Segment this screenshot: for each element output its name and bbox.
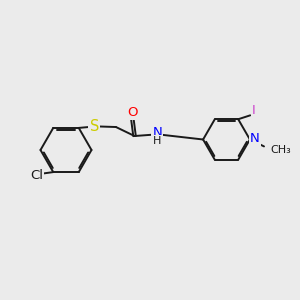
Text: N: N [250, 132, 260, 146]
Text: H: H [153, 136, 161, 146]
Text: Cl: Cl [30, 169, 43, 182]
Text: I: I [252, 104, 256, 117]
Text: N: N [152, 126, 162, 139]
Text: O: O [127, 106, 137, 119]
Text: CH₃: CH₃ [270, 145, 291, 155]
Text: S: S [90, 119, 99, 134]
